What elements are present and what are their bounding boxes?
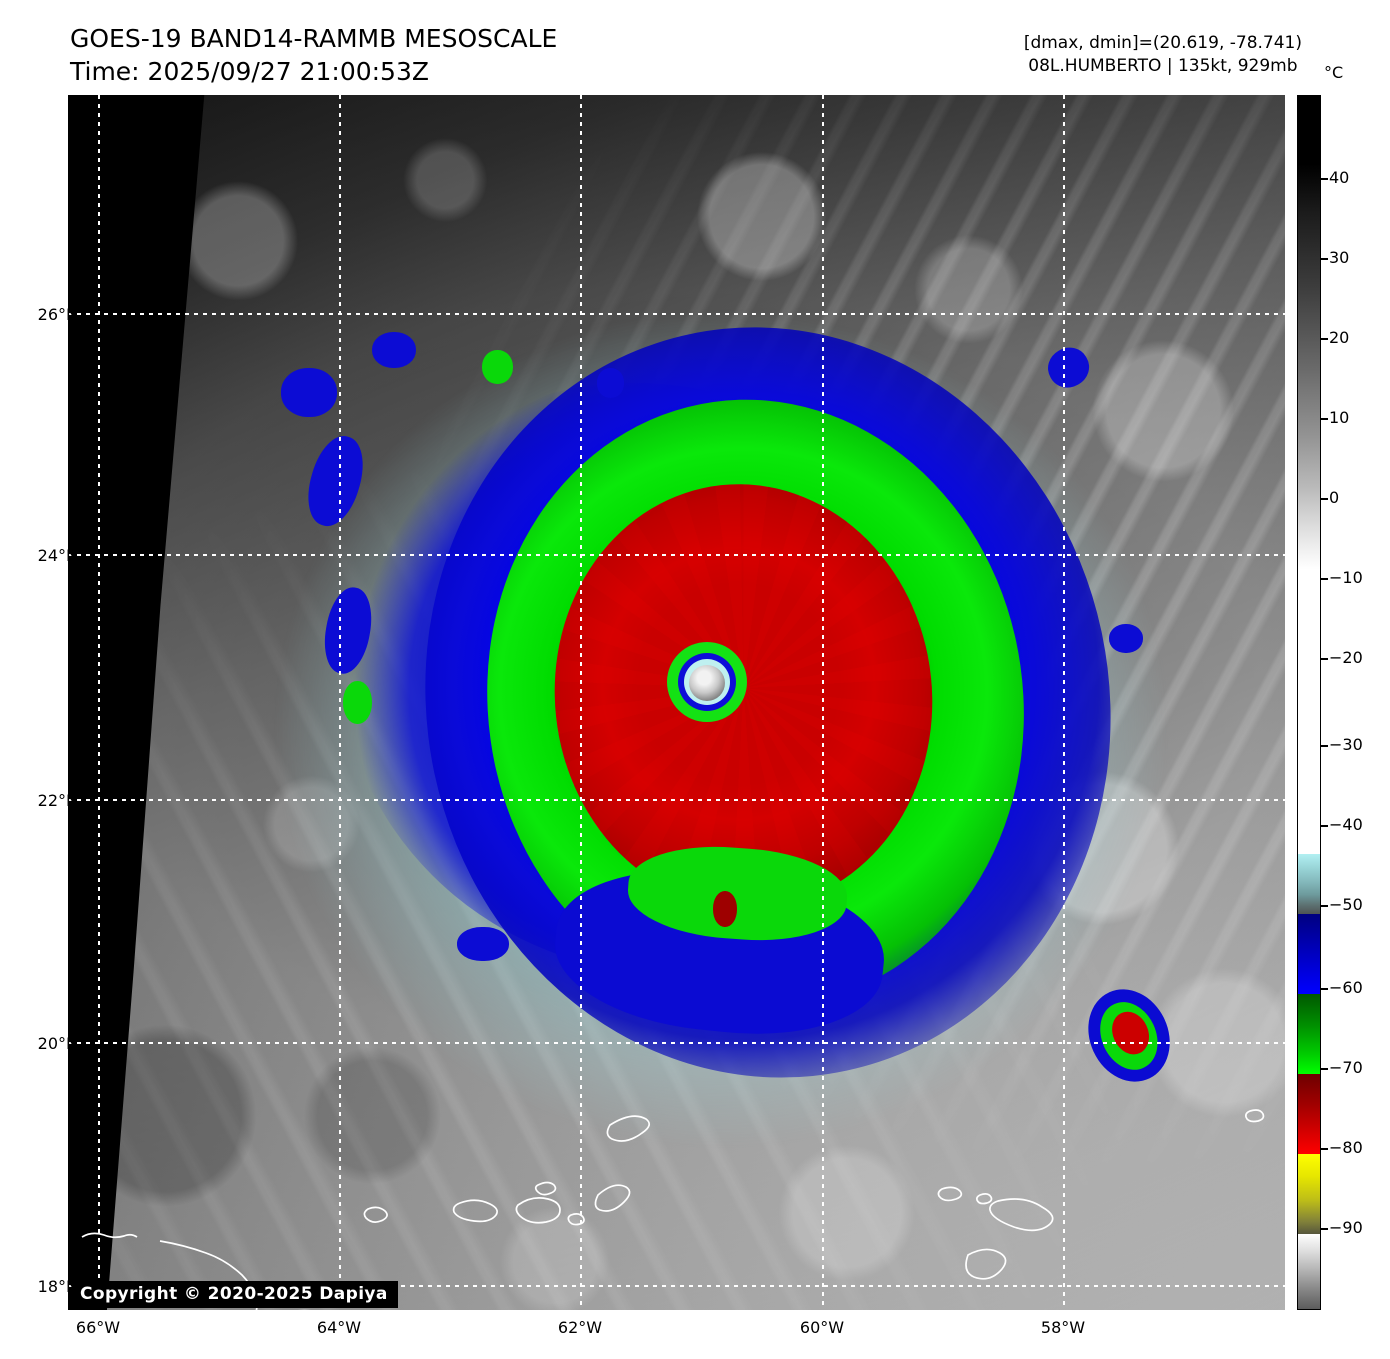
satellite-image-plot: Copyright © 2020-2025 Dapiya xyxy=(68,95,1285,1310)
gridline-18N xyxy=(68,1285,1285,1287)
storm-info-label: 08L.HUMBERTO | 135kt, 929mb xyxy=(1028,56,1298,76)
gridline-58W xyxy=(1063,95,1065,1310)
colorbar-tickmark xyxy=(1321,745,1328,747)
island-outline xyxy=(452,1199,498,1223)
gridline-66W xyxy=(98,95,100,1310)
gridline-62W xyxy=(580,95,582,1310)
x-tick-58W: 58°W xyxy=(1040,1318,1086,1337)
south-band-red-spot xyxy=(713,890,738,928)
page-title: GOES-19 BAND14-RAMMB MESOSCALE xyxy=(70,24,558,53)
colorbar-tickmark xyxy=(1321,498,1328,500)
hurricane-eye xyxy=(688,664,726,702)
y-tick-22N: 22°N xyxy=(37,791,78,810)
colorbar-tick-m70: −70 xyxy=(1329,1058,1363,1077)
colorbar-gradient-grayscale xyxy=(1298,96,1320,855)
colorbar-segment-blue xyxy=(1298,913,1320,994)
island-outline xyxy=(965,1248,1007,1280)
colorbar-segment-cyan-gray xyxy=(1298,854,1320,914)
dmax-dmin-label: [dmax, dmin]=(20.619, -78.741) xyxy=(1023,33,1302,53)
x-tick-60W: 60°W xyxy=(799,1318,845,1337)
colorbar-tickmark xyxy=(1321,418,1328,420)
island-outline xyxy=(989,1198,1054,1232)
y-tick-26N: 26°N xyxy=(37,305,78,324)
header-meta-block: [dmax, dmin]=(20.619, -78.741) 08L.HUMBE… xyxy=(1024,32,1302,78)
nw-band-fragment xyxy=(372,331,417,369)
colorbar-tickmark xyxy=(1321,178,1328,180)
gridline-22N xyxy=(68,799,1285,801)
nw-band-fragment xyxy=(280,368,337,417)
colorbar-tickmark xyxy=(1321,905,1328,907)
gridline-64W xyxy=(339,95,341,1310)
colorbar-segment-red xyxy=(1298,1073,1320,1154)
colorbar-tickmark xyxy=(1321,658,1328,660)
island-outline xyxy=(975,1193,993,1205)
header-title-block: GOES-19 BAND14-RAMMB MESOSCALE Time: 202… xyxy=(70,22,557,88)
nw-band-fragment xyxy=(343,680,373,725)
nw-band-fragment xyxy=(597,368,625,398)
gridline-20N xyxy=(68,1042,1285,1044)
colorbar-tick-10: 10 xyxy=(1329,408,1350,427)
colorbar-segment-green xyxy=(1298,993,1320,1074)
island-outline xyxy=(937,1186,963,1202)
colorbar-tickmark xyxy=(1321,825,1328,827)
colorbar-tickmark xyxy=(1321,338,1328,340)
copyright-watermark: Copyright © 2020-2025 Dapiya xyxy=(72,1281,398,1308)
y-tick-20N: 20°N xyxy=(37,1034,78,1053)
x-tick-64W: 64°W xyxy=(316,1318,362,1337)
hispaniola-east-outline xyxy=(159,1240,258,1310)
colorbar-tick-m40: −40 xyxy=(1329,815,1363,834)
colorbar-tick-20: 20 xyxy=(1329,328,1350,347)
gridline-24N xyxy=(68,554,1285,556)
colorbar-tick-m20: −20 xyxy=(1329,648,1363,667)
colorbar-tick-m80: −80 xyxy=(1329,1138,1363,1157)
colorbar-tickmark xyxy=(1321,1148,1328,1150)
island-outline xyxy=(594,1184,631,1212)
colorbar-tick-m60: −60 xyxy=(1329,978,1363,997)
timestamp-label: Time: 2025/09/27 21:00:53Z xyxy=(70,57,429,86)
colorbar-tickmark xyxy=(1321,578,1328,580)
island-outline xyxy=(1244,1109,1265,1123)
colorbar-segment-yellow xyxy=(1298,1153,1320,1234)
colorbar-tick-m10: −10 xyxy=(1329,568,1363,587)
colorbar-tickmark xyxy=(1321,988,1328,990)
gridline-26N xyxy=(68,313,1285,315)
island-outline xyxy=(606,1115,651,1142)
colorbar-tickmark xyxy=(1321,1228,1328,1230)
y-tick-18N: 18°N xyxy=(37,1277,78,1296)
sw-band-fragment xyxy=(457,927,509,962)
colorbar-tick-30: 30 xyxy=(1329,248,1350,267)
colorbar-tickmark xyxy=(1321,1068,1328,1070)
island-outline xyxy=(515,1197,561,1224)
colorbar-segment-white-gray xyxy=(1298,1233,1320,1309)
puerto-rico-outline xyxy=(81,1232,138,1239)
colorbar-tick-m50: −50 xyxy=(1329,895,1363,914)
colorbar-unit-label: °C xyxy=(1324,63,1344,82)
island-outline xyxy=(534,1181,557,1196)
x-tick-66W: 66°W xyxy=(75,1318,121,1337)
nw-band-fragment xyxy=(481,350,514,385)
coastline-overlay xyxy=(81,1109,1265,1310)
colorbar-tick-m30: −30 xyxy=(1329,735,1363,754)
colorbar-tick-40: 40 xyxy=(1329,168,1350,187)
temperature-colorbar xyxy=(1297,95,1321,1310)
island-outline xyxy=(363,1206,388,1223)
colorbar-tick-m90: −90 xyxy=(1329,1218,1363,1237)
colorbar-tick-0: 0 xyxy=(1329,488,1340,507)
gridline-60W xyxy=(822,95,824,1310)
colorbar-tickmark xyxy=(1321,258,1328,260)
y-tick-24N: 24°N xyxy=(37,546,78,565)
x-tick-62W: 62°W xyxy=(557,1318,603,1337)
ne-band-fragment xyxy=(1108,623,1143,653)
